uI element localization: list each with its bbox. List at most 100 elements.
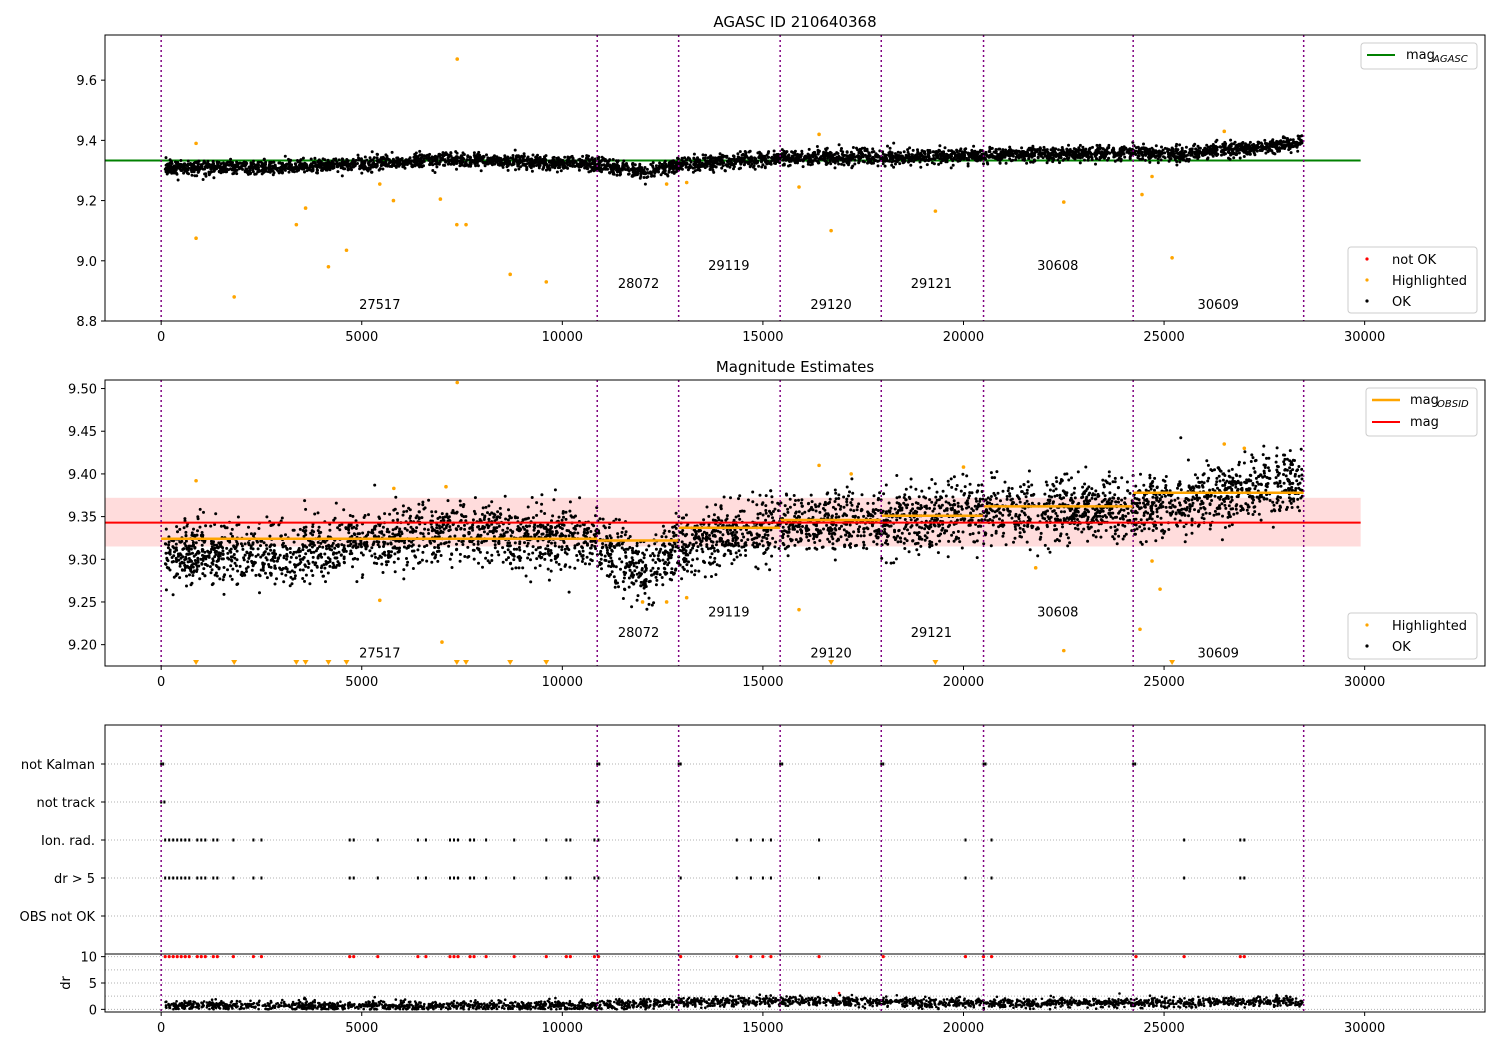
ok-point — [1104, 153, 1108, 156]
ok-point — [836, 152, 840, 155]
ok-point — [806, 160, 810, 164]
ok-point — [1213, 144, 1217, 148]
ok-point — [207, 164, 211, 168]
ok-point — [811, 152, 815, 156]
ok-point — [1214, 483, 1218, 487]
ok-point — [215, 161, 219, 165]
ok-point — [209, 167, 213, 171]
ok-point — [833, 160, 837, 164]
ok-point — [1049, 153, 1053, 157]
ok-point — [342, 167, 346, 171]
highlighted-point — [664, 182, 669, 186]
ok-point — [828, 540, 831, 544]
ok-point — [199, 163, 203, 167]
ok-point — [1160, 536, 1164, 540]
ok-point — [807, 147, 811, 151]
ok-point — [651, 161, 655, 165]
ok-point — [998, 161, 1002, 165]
obsid-label: 29120 — [810, 298, 851, 313]
ok-point — [280, 171, 284, 175]
ok-point — [435, 161, 439, 164]
ok-point — [422, 159, 426, 163]
ok-point — [1197, 153, 1201, 157]
ok-point — [321, 157, 325, 161]
ok-point — [1155, 150, 1159, 154]
ok-point — [1184, 145, 1188, 149]
ok-point — [1023, 513, 1027, 517]
ok-point — [586, 162, 590, 166]
ok-point — [967, 152, 970, 156]
ok-point — [511, 163, 515, 166]
ok-point — [1010, 152, 1014, 156]
ok-point — [1062, 153, 1066, 156]
agasc-light-curve-panel: AGASC ID 210640368 275172807229119291202… — [76, 13, 1486, 345]
ok-point — [966, 164, 970, 168]
ok-point — [1090, 158, 1094, 162]
ok-point — [845, 150, 849, 154]
ok-point — [1205, 149, 1208, 153]
ok-point — [978, 156, 982, 160]
ok-point — [1049, 148, 1053, 152]
ok-point — [381, 167, 385, 171]
ok-point — [535, 501, 539, 505]
ok-point — [504, 157, 508, 161]
ok-point — [477, 561, 480, 565]
ok-point — [472, 557, 476, 561]
ok-point — [1248, 144, 1252, 148]
ok-point — [955, 149, 959, 153]
ok-point — [1272, 142, 1276, 146]
ok-point — [763, 166, 767, 170]
ok-point — [370, 170, 373, 174]
ok-point — [1143, 158, 1147, 162]
ok-point — [256, 547, 260, 551]
obsid-label: 27517 — [359, 298, 400, 313]
ok-point — [799, 155, 802, 159]
ok-point — [847, 163, 850, 167]
ok-point — [1175, 163, 1179, 167]
ok-point — [706, 161, 710, 165]
ok-point — [333, 546, 337, 550]
ok-point — [696, 156, 699, 160]
ok-point — [782, 149, 786, 153]
ok-point — [733, 159, 736, 163]
highlighted-point — [194, 141, 198, 146]
ok-point — [375, 156, 379, 160]
ok-point — [345, 160, 349, 164]
ok-point — [696, 160, 700, 164]
ok-point — [482, 161, 486, 165]
legend-highlighted-marker — [1365, 278, 1369, 282]
ok-point — [1296, 149, 1300, 153]
ok-point — [985, 161, 989, 165]
ok-point — [608, 158, 612, 162]
ok-point — [814, 509, 818, 513]
ok-point — [1071, 149, 1075, 153]
ok-point — [1084, 147, 1088, 151]
ok-point — [521, 163, 525, 167]
ok-point — [727, 157, 731, 161]
ok-point — [767, 155, 771, 159]
ok-point — [459, 160, 463, 164]
ok-point — [515, 160, 519, 164]
ok-point — [863, 153, 867, 157]
ok-point — [232, 171, 236, 175]
ok-point — [547, 159, 551, 163]
ok-point — [1197, 146, 1201, 150]
ok-point — [633, 163, 637, 167]
ok-point — [264, 167, 268, 171]
y-tick-label: 9.0 — [76, 255, 97, 270]
ok-point — [191, 162, 194, 166]
ok-point — [1123, 496, 1127, 500]
ok-point — [714, 573, 718, 577]
ok-point — [1008, 145, 1012, 149]
ok-point — [1186, 458, 1190, 462]
ok-point — [836, 159, 840, 163]
ok-point — [899, 151, 902, 155]
ok-point — [326, 158, 330, 162]
ok-point — [949, 166, 953, 170]
ok-point — [391, 163, 395, 167]
ok-point — [496, 158, 500, 162]
ok-point — [696, 163, 700, 167]
ok-point — [635, 565, 639, 569]
ok-point — [530, 496, 534, 499]
ok-point — [654, 547, 658, 551]
